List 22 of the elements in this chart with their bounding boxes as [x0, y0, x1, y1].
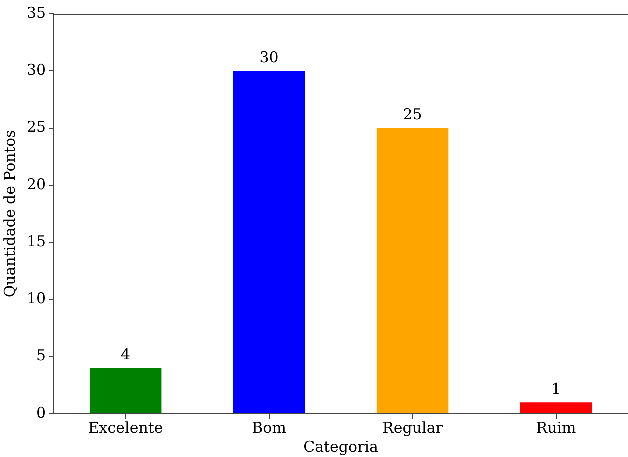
- y-tick-label: 15: [26, 232, 46, 250]
- x-tick-label: Excelente: [88, 418, 164, 437]
- bar: [233, 71, 306, 414]
- data-label: 1: [551, 380, 562, 398]
- y-tick-label: 0: [36, 404, 46, 422]
- x-axis-title: Categoria: [304, 438, 379, 456]
- data-label: 25: [403, 106, 422, 124]
- data-label: 30: [260, 48, 279, 67]
- y-tick-label: 20: [26, 175, 46, 194]
- y-tick-label: 30: [26, 61, 46, 80]
- y-axis-title: Quantidade de Pontos: [0, 130, 19, 298]
- y-tick-label: 35: [26, 4, 46, 22]
- bar: [376, 128, 449, 414]
- y-tick-label: 10: [26, 290, 46, 308]
- x-tick-label: Bom: [252, 418, 286, 437]
- bar: [90, 368, 162, 414]
- y-tick-label: 25: [26, 118, 46, 136]
- x-tick-label: Ruim: [536, 418, 576, 437]
- data-label: 4: [121, 346, 131, 364]
- x-tick-label: Regular: [382, 418, 444, 437]
- y-tick-label: 5: [36, 346, 46, 365]
- bar: [520, 402, 592, 414]
